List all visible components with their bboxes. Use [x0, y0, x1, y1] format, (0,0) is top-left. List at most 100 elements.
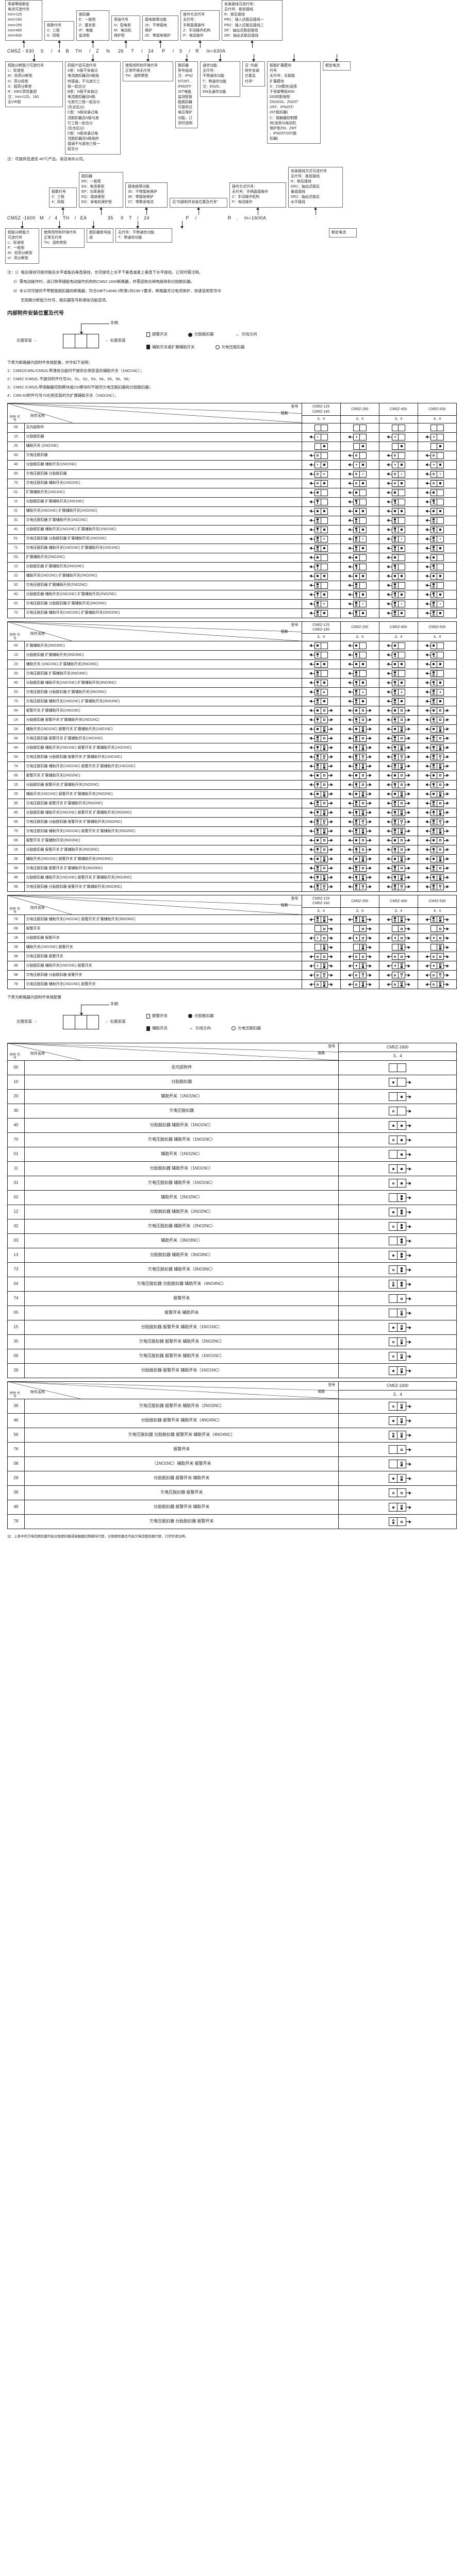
- shunt-release-marker: [439, 538, 441, 540]
- aux-switch-marker: [400, 482, 403, 485]
- table-row: 32 欠电压脱扣器 扩展辅助开关(2NO2NC): [7, 580, 457, 590]
- right-slot: [321, 935, 327, 941]
- undervoltage-release-marker: [394, 868, 396, 871]
- left-slot: [431, 828, 437, 834]
- left-slot: [431, 554, 437, 561]
- aux-switch-marker: [355, 699, 358, 701]
- breaker-body: [430, 609, 444, 617]
- aux-switch-marker: [401, 1167, 403, 1170]
- right-slot: [360, 546, 366, 551]
- alarm-switch-marker: [400, 828, 403, 831]
- breaker-body: [314, 865, 328, 872]
- right-slot: [399, 481, 405, 486]
- table-row: 43 分励脱扣器 辅助开关(1NO1NC) 扩展辅助开关(3NO3NC): [7, 677, 457, 688]
- accessory-code-cell: 05: [7, 1306, 25, 1321]
- undervoltage-release-marker: [394, 738, 396, 741]
- right-slot: [437, 680, 443, 686]
- alarm-switch-marker: [401, 1505, 403, 1507]
- alarm-switch-marker: [361, 982, 364, 985]
- header-model-label: 型号: [291, 405, 299, 409]
- breaker-body: [430, 944, 444, 951]
- lead-left-arrow-icon: [425, 727, 430, 731]
- lead-left-arrow-icon: [347, 454, 353, 457]
- left-slot: [392, 819, 399, 825]
- breaker-body: [430, 480, 444, 487]
- accessory-symbol-cell: [378, 534, 418, 544]
- breaker-body: [314, 972, 328, 979]
- accessory-position-symbol: [386, 591, 410, 598]
- breaker-body: [353, 944, 367, 951]
- accessory-name-cell: 欠电压脱扣器 分励脱扣器 扩展辅助开关(2NO2NC): [24, 599, 302, 609]
- table-row: 52 欠电压脱扣器 分励脱扣器 扩展辅助开关(2NO2NC): [7, 599, 457, 609]
- aux-switch-marker: [355, 565, 358, 567]
- lead-right-arrow-icon: [443, 709, 449, 713]
- left-slot: [315, 642, 321, 649]
- accessory-position-symbol: [310, 443, 333, 450]
- accessory-symbol-cell: [301, 696, 341, 706]
- right-slot: [397, 1251, 406, 1259]
- aux-switch-icon: [146, 1026, 150, 1031]
- accessory-symbol-cell: [340, 441, 379, 451]
- undervoltage-release-marker: [394, 482, 396, 485]
- table-row: 08 报警开关: [7, 924, 457, 934]
- breaker-body: [314, 800, 328, 807]
- breaker-body: [314, 670, 328, 677]
- right-slot: [321, 782, 327, 788]
- lead-right-arrow-icon: [443, 727, 449, 731]
- left-slot: [354, 652, 360, 658]
- undervoltage-release-marker: [394, 604, 396, 606]
- breaker-body: [353, 498, 367, 505]
- accessory-symbol-cell: [417, 562, 457, 572]
- accessory-symbol-cell: [340, 872, 379, 883]
- undervoltage-release-marker: [392, 1405, 394, 1408]
- left-slot: [431, 717, 437, 723]
- accessory-position-symbol: [384, 1517, 412, 1527]
- aux-switch-marker: [433, 592, 435, 595]
- aux-switch-marker: [394, 671, 396, 673]
- table-row: 10 分励脱扣器: [7, 432, 457, 442]
- accessory-symbol-cell: [340, 659, 379, 669]
- accessory-table-2: 型号 极数 附件 代号 附件名称 CM5Z-125 CM5Z-160 CM5Z-250 CM…: [7, 621, 457, 892]
- alarm-switch-icon: [146, 332, 150, 337]
- accessory-symbol-cell: [340, 863, 379, 873]
- breaker-body: [391, 744, 405, 751]
- accessory-name-cell: 辅助开关(1NO1NC) 扩展辅助开关(2NO2NC): [24, 571, 302, 581]
- accessory-symbol-cell: [338, 1219, 457, 1234]
- accessory-symbol-cell: [378, 571, 418, 581]
- shunt-release-marker: [323, 603, 325, 605]
- accessory-position-symbol: [309, 725, 333, 733]
- accessory-code-cell: 76: [7, 914, 25, 925]
- accessory-symbol-cell: [338, 1190, 457, 1206]
- left-slot: [354, 443, 360, 449]
- right-slot: [437, 801, 443, 806]
- accessory-symbol-cell: [378, 779, 418, 790]
- left-slot: [431, 707, 437, 714]
- shunt-release-marker: [439, 822, 441, 824]
- breaker-body: [430, 744, 444, 751]
- breaker-body: [430, 762, 444, 770]
- table-row: 00 无内部附件: [7, 422, 457, 433]
- aux-switch-marker: [439, 859, 441, 861]
- breaker-body: [430, 725, 444, 733]
- undervoltage-release-marker: [394, 831, 396, 834]
- shunt-release-marker: [356, 502, 357, 504]
- aux-switch-marker: [355, 689, 358, 692]
- right-slot: [360, 838, 366, 843]
- right-slot: [399, 717, 405, 723]
- left-compartment: [63, 334, 75, 348]
- alarm-switch-marker: [400, 719, 403, 721]
- accessory-position-symbol: [425, 572, 449, 580]
- breaker-body: [391, 972, 405, 979]
- accessory-symbol-cell: [340, 979, 379, 990]
- undervoltage-release-marker: [394, 955, 396, 958]
- breaker-body: [430, 489, 444, 496]
- lead-left-spacer: [384, 1255, 389, 1256]
- aux-switch-marker: [433, 774, 435, 777]
- shunt-release-marker: [394, 937, 396, 939]
- left-slot: [431, 754, 437, 760]
- accessory-code-cell: 10: [7, 432, 25, 442]
- right-slot: [360, 917, 366, 922]
- accessory-position-symbol: [386, 846, 410, 853]
- accessory-code-cell: 11: [7, 1161, 25, 1177]
- left-slot: [315, 874, 321, 880]
